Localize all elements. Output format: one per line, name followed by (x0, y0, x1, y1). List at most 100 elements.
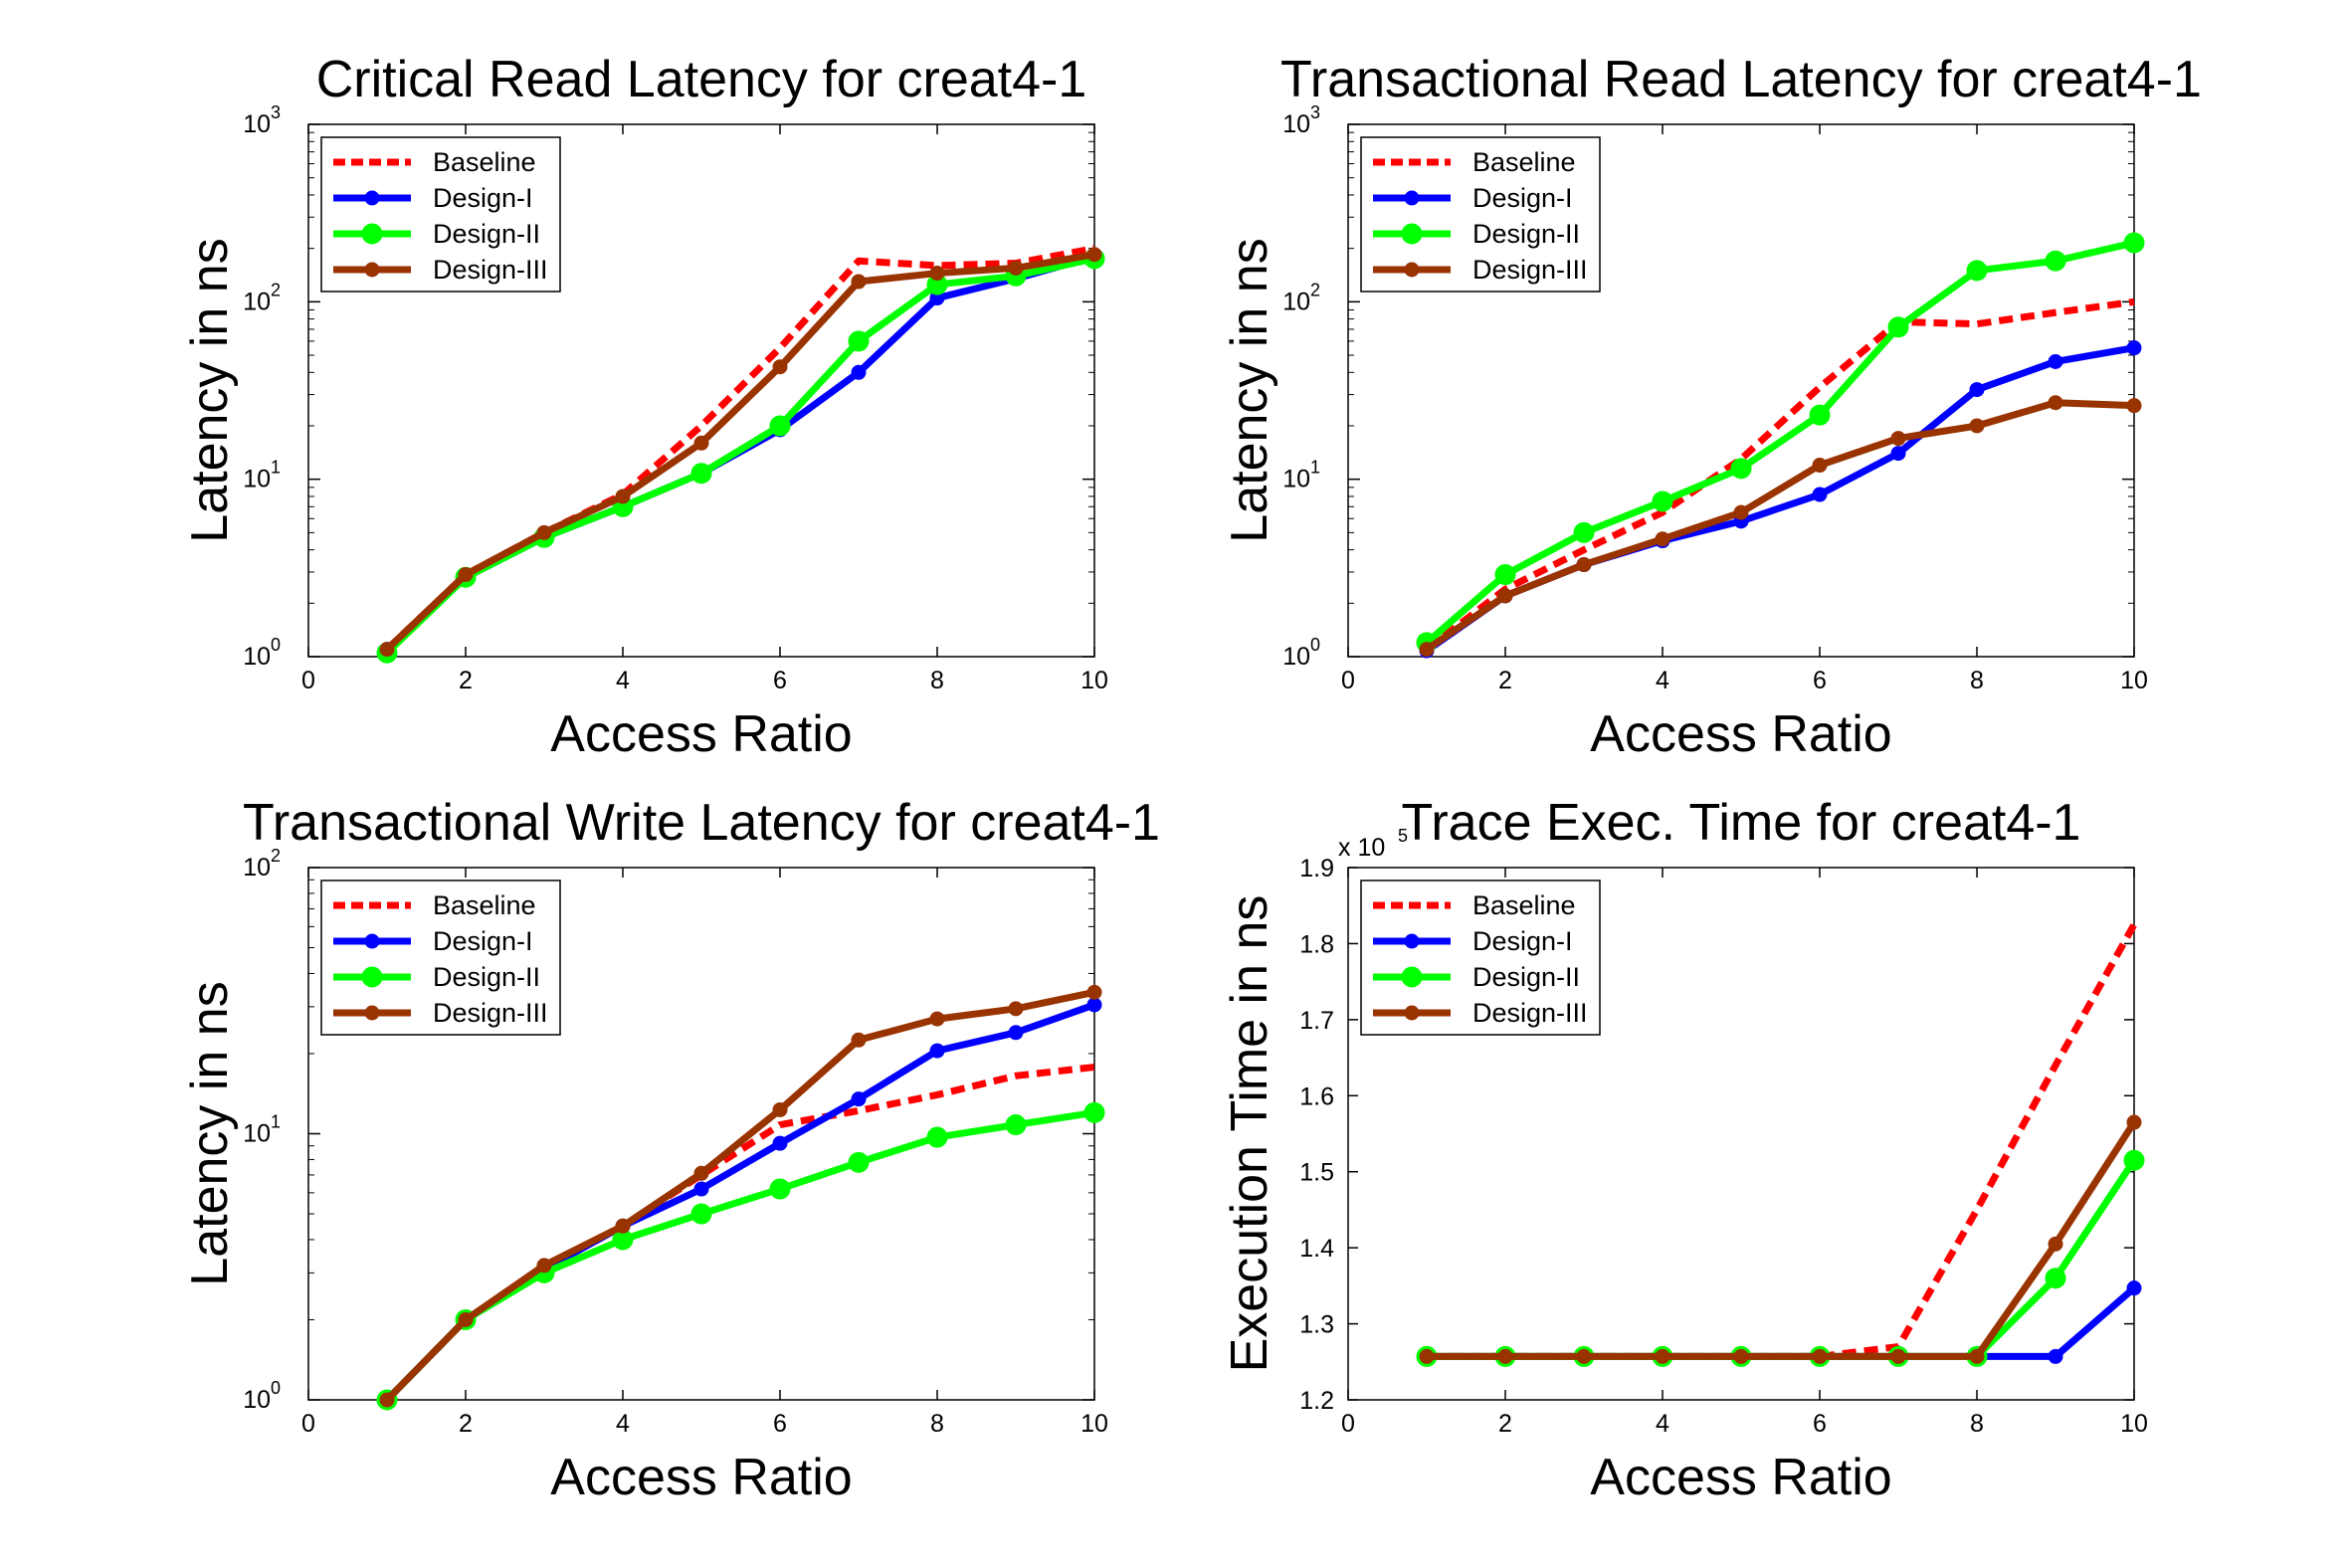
data-point-design-ii (1494, 564, 1516, 586)
data-point-design-ii (1966, 260, 1988, 282)
series-line-design-iii (384, 251, 1095, 653)
x-tick-label: 6 (773, 667, 787, 694)
y-tick-label: 10 (243, 1120, 271, 1148)
series-line-design-ii (1424, 239, 2135, 646)
y-multiplier-exponent: 5 (1398, 826, 1408, 846)
x-tick-label: 8 (1970, 1410, 1984, 1438)
y-tick-exponent: 1 (271, 458, 281, 478)
series-line-design-iii (384, 988, 1095, 1403)
data-point-design-iii (2048, 1236, 2063, 1252)
legend-label-baseline: Baseline (433, 890, 536, 920)
y-tick-label: 10 (243, 643, 271, 671)
data-point-design-iii (1086, 247, 1102, 263)
data-point-design-iii (379, 642, 395, 658)
data-point-design-iii (1812, 458, 1828, 474)
legend-label-design-i: Design-I (1472, 926, 1573, 956)
legend: Baseline Design-I Design-II Design-III (1360, 880, 1601, 1036)
data-point-design-iii (2126, 398, 2142, 414)
data-point-design-iii (536, 524, 552, 540)
data-point-design-iii (1733, 1348, 1749, 1364)
data-point-design-iii (772, 1101, 788, 1117)
data-point-design-iii (2048, 395, 2063, 411)
data-point-design-iii (1655, 531, 1670, 547)
legend: Baseline Design-I Design-II Design-III (320, 136, 561, 293)
x-tick-label: 0 (301, 1410, 315, 1438)
data-point-design-ii (690, 1203, 712, 1225)
y-tick-label: 1.6 (1299, 1082, 1334, 1110)
legend-marker-design-i (364, 933, 380, 949)
legend-marker-design-iii (364, 1005, 380, 1021)
y-tick-exponent: 1 (1310, 458, 1320, 478)
y-tick-label: 10 (243, 854, 271, 882)
data-point-design-i (851, 1091, 867, 1107)
series-line-baseline (384, 245, 1095, 653)
y-multiplier-label: x 10 (1338, 834, 1385, 862)
series-line-baseline (1424, 297, 2135, 653)
data-point-design-ii (2123, 1149, 2145, 1171)
series-line-design-iii (1427, 1120, 2137, 1360)
y-tick-label: 1.2 (1299, 1387, 1334, 1415)
x-tick-label: 2 (1498, 667, 1512, 694)
data-point-design-ii (1809, 404, 1831, 426)
data-point-design-iii (1419, 1348, 1435, 1364)
y-tick-label: 10 (1282, 110, 1310, 138)
x-tick-label: 2 (459, 667, 473, 694)
data-point-design-i (2048, 353, 2063, 369)
data-point-design-iii (693, 1165, 709, 1181)
data-point-design-iii (458, 567, 474, 583)
y-tick-label: 10 (243, 110, 271, 138)
data-point-design-i (772, 1135, 788, 1151)
data-point-design-ii (1652, 490, 1673, 512)
data-point-design-i (929, 1043, 945, 1059)
x-axis-label: Access Ratio (550, 1449, 852, 1506)
legend-marker-design-iii (1404, 262, 1420, 278)
x-tick-label: 10 (1080, 1410, 1108, 1438)
legend-label-design-iii: Design-III (1472, 255, 1588, 285)
data-point-design-iii (615, 489, 631, 504)
legend-label-design-iii: Design-III (1472, 998, 1588, 1028)
legend-marker-design-ii (1401, 223, 1423, 245)
chart-panel-4: 0 2 4 6 8 10 1.2 1.3 1.4 1.5 1.6 1.7 1.8 1.9x 10 5Trac… (1221, 794, 2148, 1506)
data-point-design-iii (1655, 1348, 1670, 1364)
data-point-design-iii (1969, 1348, 1985, 1364)
data-point-design-iii (851, 1032, 867, 1048)
x-tick-label: 10 (1080, 667, 1108, 694)
legend: Baseline Design-I Design-II Design-III (1360, 136, 1601, 293)
data-point-design-ii (690, 463, 712, 485)
data-point-design-i (2126, 1280, 2142, 1296)
legend-label-design-i: Design-I (433, 183, 533, 213)
chart-title: Transactional Read Latency for creat4-1 (1280, 51, 2202, 108)
data-point-design-i (2126, 340, 2142, 356)
data-point-design-i (2048, 1348, 2063, 1364)
y-tick-exponent: 2 (271, 846, 281, 866)
x-tick-label: 10 (2120, 1410, 2148, 1438)
data-point-design-iii (693, 435, 709, 451)
data-point-design-i (693, 1181, 709, 1197)
legend-label-baseline: Baseline (433, 147, 536, 177)
data-point-design-iii (1008, 260, 1024, 276)
x-tick-label: 6 (773, 1410, 787, 1438)
data-point-design-iii (379, 1392, 395, 1408)
x-axis-label: Access Ratio (550, 705, 852, 763)
legend-label-baseline: Baseline (1472, 147, 1576, 177)
data-point-design-ii (848, 330, 870, 352)
legend-marker-design-i (1404, 190, 1420, 206)
data-point-design-iii (1969, 418, 1985, 434)
y-tick-exponent: 3 (271, 102, 281, 122)
y-tick-label: 1.3 (1299, 1311, 1334, 1339)
y-tick-label: 10 (1282, 466, 1310, 493)
y-tick-label: 10 (243, 466, 271, 493)
chart-title: Transactional Write Latency for creat4-1 (243, 794, 1160, 852)
data-point-design-i (1890, 446, 1906, 462)
legend-marker-design-ii (1401, 966, 1423, 988)
chart-title: Trace Exec. Time for creat4-1 (1402, 794, 2081, 852)
x-tick-label: 6 (1813, 667, 1827, 694)
data-point-design-iii (1890, 1348, 1906, 1364)
legend-label-design-i: Design-I (1472, 183, 1573, 213)
y-tick-exponent: 2 (1310, 280, 1320, 299)
legend-label-design-i: Design-I (433, 926, 533, 956)
